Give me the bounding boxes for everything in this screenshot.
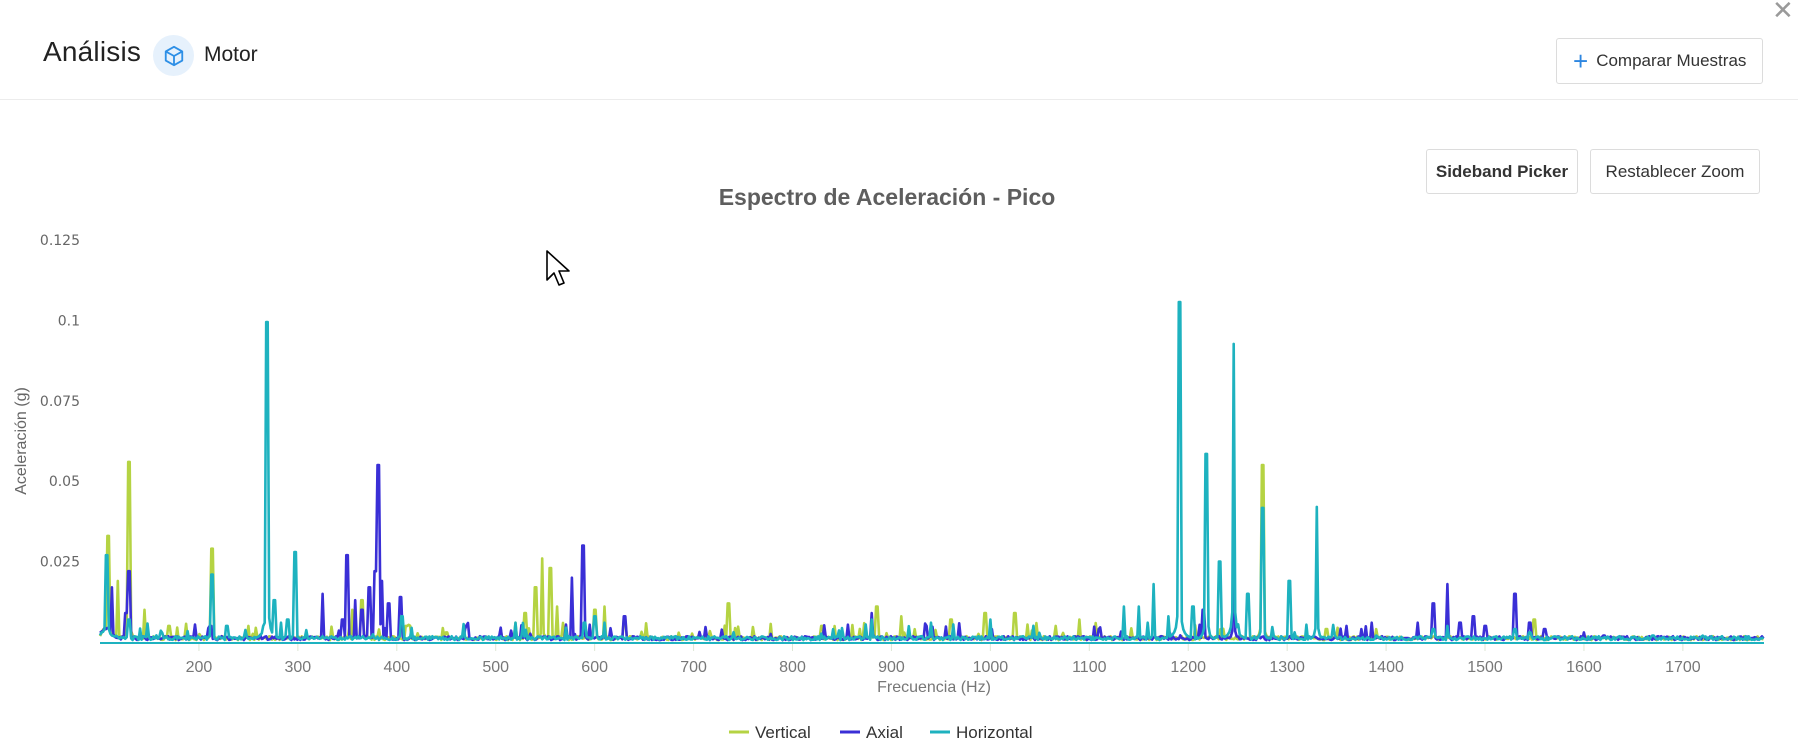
y-tick-label: 0.1 bbox=[58, 313, 80, 329]
cube-icon bbox=[153, 35, 194, 76]
series-axial-line[interactable] bbox=[99, 463, 1765, 642]
plus-icon: + bbox=[1573, 46, 1589, 76]
legend-item-horizontal[interactable]: Horizontal bbox=[956, 723, 1033, 742]
y-tick-label: 0.125 bbox=[40, 233, 80, 249]
x-tick-label: 800 bbox=[779, 659, 806, 676]
x-tick-label: 400 bbox=[383, 659, 410, 676]
x-tick-label: 1500 bbox=[1467, 659, 1503, 676]
x-tick-label: 500 bbox=[482, 659, 509, 676]
y-axis-label: Aceleración (g) bbox=[13, 387, 30, 495]
modal-header: Análisis Motor ✕ + Comparar Muestras bbox=[0, 0, 1798, 100]
close-icon[interactable]: ✕ bbox=[1772, 0, 1794, 25]
x-tick-label: 300 bbox=[285, 659, 312, 676]
x-tick-label: 200 bbox=[186, 659, 213, 676]
x-tick-label: 1600 bbox=[1566, 659, 1602, 676]
y-tick-label: 0.075 bbox=[40, 394, 80, 410]
page-title: Análisis bbox=[43, 36, 142, 67]
x-tick-label: 600 bbox=[581, 659, 608, 676]
compare-samples-label: Comparar Muestras bbox=[1596, 51, 1747, 70]
x-tick-label: 900 bbox=[878, 659, 905, 676]
x-tick-label: 1000 bbox=[973, 659, 1009, 676]
series-horizontal-line[interactable] bbox=[98, 300, 1765, 642]
y-tick-label: 0.025 bbox=[40, 555, 80, 571]
reset-zoom-button[interactable]: Restablecer Zoom bbox=[1590, 149, 1760, 194]
legend-item-axial[interactable]: Axial bbox=[866, 723, 903, 742]
x-tick-label: 1400 bbox=[1368, 659, 1404, 676]
x-axis-label: Frecuencia (Hz) bbox=[877, 679, 991, 696]
asset-name: Motor bbox=[204, 43, 258, 66]
compare-samples-button[interactable]: + Comparar Muestras bbox=[1556, 38, 1763, 84]
mouse-cursor-icon bbox=[546, 250, 572, 293]
x-tick-label: 1200 bbox=[1170, 659, 1206, 676]
x-tick-label: 1100 bbox=[1072, 659, 1107, 676]
legend-item-vertical[interactable]: Vertical bbox=[755, 723, 811, 742]
sideband-picker-button[interactable]: Sideband Picker bbox=[1426, 149, 1578, 194]
chart-title: Espectro de Aceleración - Pico bbox=[718, 184, 1056, 210]
y-tick-label: 0.05 bbox=[49, 474, 80, 490]
x-tick-label: 700 bbox=[680, 659, 707, 676]
x-tick-label: 1700 bbox=[1665, 659, 1701, 676]
x-tick-label: 1300 bbox=[1269, 659, 1305, 676]
